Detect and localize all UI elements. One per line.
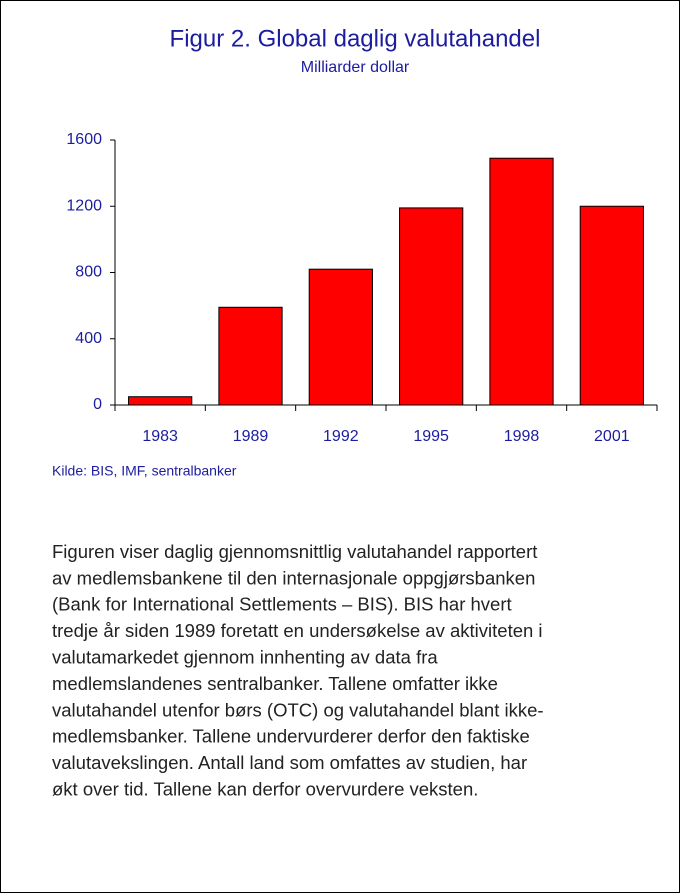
x-tick-label: 2001: [594, 428, 630, 445]
body-text-line: tredje år siden 1989 foretatt en undersø…: [52, 620, 543, 641]
body-text-line: valutavekslingen. Antall land som omfatt…: [52, 752, 527, 773]
bar: [308, 268, 373, 406]
y-tick-label: 400: [75, 330, 102, 347]
chart-title: Figur 2. Global daglig valutahandel: [170, 25, 541, 52]
x-tick-label: 1998: [504, 428, 540, 445]
body-text-line: av medlemsbankene til den internasjonale…: [52, 567, 535, 588]
body-text-line: medlemsbanker. Tallene undervurderer der…: [52, 726, 530, 747]
body-text-line: Figuren viser daglig gjennomsnittlig val…: [52, 541, 537, 562]
y-tick-label: 1200: [66, 197, 102, 214]
y-tick-label: 0: [93, 396, 102, 413]
body-text-line: valutamarkedet gjennom innhenting av dat…: [52, 646, 438, 667]
bar: [489, 157, 554, 406]
bar: [579, 205, 644, 406]
y-tick-label: 1600: [66, 131, 102, 148]
bar: [218, 306, 283, 406]
body-text-line: (Bank for International Settlements – BI…: [52, 594, 512, 615]
x-tick-label: 1995: [413, 428, 449, 445]
chart-subtitle: Milliarder dollar: [301, 59, 410, 76]
bar: [399, 207, 464, 406]
source-note: Kilde: BIS, IMF, sentralbanker: [52, 463, 237, 479]
body-text-line: medlemslandenes sentralbanker. Tallene o…: [52, 673, 498, 694]
body-text-line: valutahandel utenfor børs (OTC) og valut…: [52, 699, 544, 720]
y-tick-label: 800: [75, 264, 102, 281]
x-tick-label: 1989: [233, 428, 269, 445]
x-tick-label: 1983: [142, 428, 178, 445]
bar: [128, 396, 193, 406]
x-tick-label: 1992: [323, 428, 359, 445]
body-text-line: økt over tid. Tallene kan derfor overvur…: [52, 778, 478, 799]
